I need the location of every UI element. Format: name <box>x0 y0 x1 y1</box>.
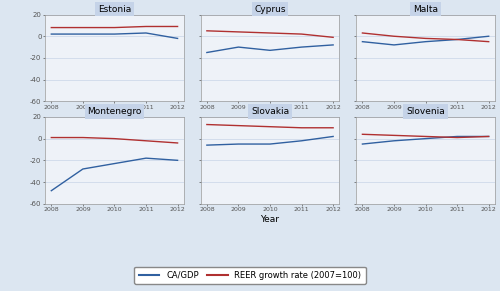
X-axis label: Year: Year <box>260 215 280 224</box>
Title: Cyprus: Cyprus <box>254 5 286 14</box>
Title: Malta: Malta <box>413 5 438 14</box>
Title: Estonia: Estonia <box>98 5 131 14</box>
Title: Slovakia: Slovakia <box>251 107 289 116</box>
Legend: CA/GDP, REER growth rate (2007=100): CA/GDP, REER growth rate (2007=100) <box>134 267 366 284</box>
Title: Montenegro: Montenegro <box>88 107 142 116</box>
Title: Slovenia: Slovenia <box>406 107 445 116</box>
